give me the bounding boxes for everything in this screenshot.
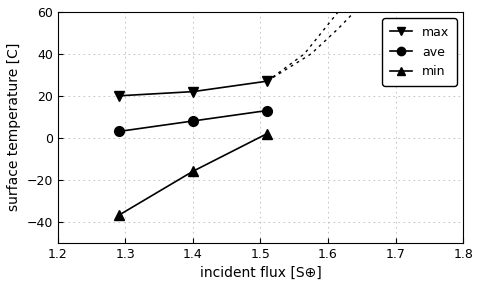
Line: min: min — [114, 129, 272, 220]
ave — [190, 119, 196, 123]
X-axis label: incident flux [S⊕]: incident flux [S⊕] — [200, 266, 321, 280]
max — [264, 79, 270, 83]
min — [190, 170, 196, 173]
min — [116, 214, 121, 217]
Line: max: max — [114, 76, 272, 101]
Y-axis label: surface temperature [C]: surface temperature [C] — [7, 43, 21, 212]
max — [116, 94, 121, 98]
ave — [264, 109, 270, 112]
max — [190, 90, 196, 93]
min — [264, 132, 270, 135]
ave — [116, 130, 121, 133]
Legend: max, ave, min: max, ave, min — [382, 18, 457, 86]
Line: ave: ave — [114, 106, 272, 136]
